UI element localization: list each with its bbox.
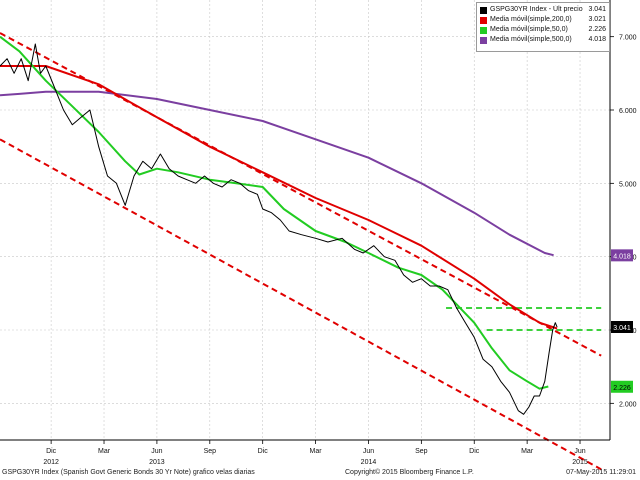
legend-swatch [480,16,487,24]
x-tick-label: Mar [310,448,323,455]
trend-channel-line [0,32,602,357]
x-tick-label: Mar [521,448,534,455]
x-tick-label: Jun [363,448,374,455]
grid [0,0,610,440]
legend-label: Media móvil(simple,50,0) [490,26,568,33]
series-group [0,35,558,415]
legend-item: Media móvil(simple,200,0) 3.021 [480,15,606,25]
legend-value: 3.041 [588,6,606,13]
legend-label: Media móvil(simple,500,0) [490,36,572,43]
x-year-label: 2012 [43,459,59,466]
legend-swatch [480,36,487,44]
guide-lines [0,32,602,471]
value-tag-label: 4.018 [613,253,631,260]
y-tick-label: 6.000 [619,108,637,115]
x-tick-label: Jun [574,448,585,455]
plot-area [0,0,610,440]
x-tick-label: Dic [46,448,57,455]
legend-swatch [480,26,487,34]
x-tick-label: Sep [204,448,217,455]
moving-average-line [0,35,549,390]
x-tick-label: Mar [98,448,111,455]
legend: GSPG30YR Index - Últ precio 3.041 Media … [476,2,610,52]
footer-copyright: Copyright© 2015 Bloomberg Finance L.P. [345,469,474,476]
x-tick-label: Dic [469,448,480,455]
value-tag-bg [611,249,633,262]
y-tick-label: 2.000 [619,401,637,408]
trend-channel-line [0,138,602,471]
footer-description: GSPG30YR Index (Spanish Govt Generic Bon… [2,469,255,476]
value-tags: 4.018 3.041 2.226 [611,249,633,393]
legend-value: 2.226 [588,26,606,33]
footer: GSPG30YR Index (Spanish Govt Generic Bon… [0,467,640,480]
legend-value: 3.021 [588,16,606,23]
legend-swatch [480,6,487,14]
legend-item: Media móvil(simple,50,0) 2.226 [480,25,606,35]
x-year-label: 2013 [149,459,165,466]
x-tick-label: Sep [415,448,428,455]
legend-label: Media móvil(simple,200,0) [490,16,572,23]
x-year-label: 2014 [361,459,377,466]
y-tick-label: 5.000 [619,181,637,188]
legend-item: Media móvil(simple,500,0) 4.018 [480,35,606,45]
value-tag-bg [611,320,633,333]
y-tick-label: 7.000 [619,35,637,42]
price-line [0,43,558,415]
legend-item: GSPG30YR Index - Últ precio 3.041 [480,5,606,15]
value-tag-bg [611,380,633,393]
x-tick-label: Jun [151,448,162,455]
legend-value: 4.018 [588,36,606,43]
x-tick-label: Dic [258,448,269,455]
moving-average-line [0,90,554,257]
footer-timestamp: 07-May-2015 11:29:01 [566,469,636,476]
legend-label: GSPG30YR Index - Últ precio [490,6,583,13]
moving-average-line [0,65,558,330]
value-tag-label: 3.041 [613,325,631,332]
value-tag-label: 2.226 [613,385,631,392]
x-year-label: 2015 [572,459,588,466]
x-axis: Dic Mar Jun Sep Dic Mar Jun Sep Dic Mar Jun 2012 201… [43,440,588,466]
